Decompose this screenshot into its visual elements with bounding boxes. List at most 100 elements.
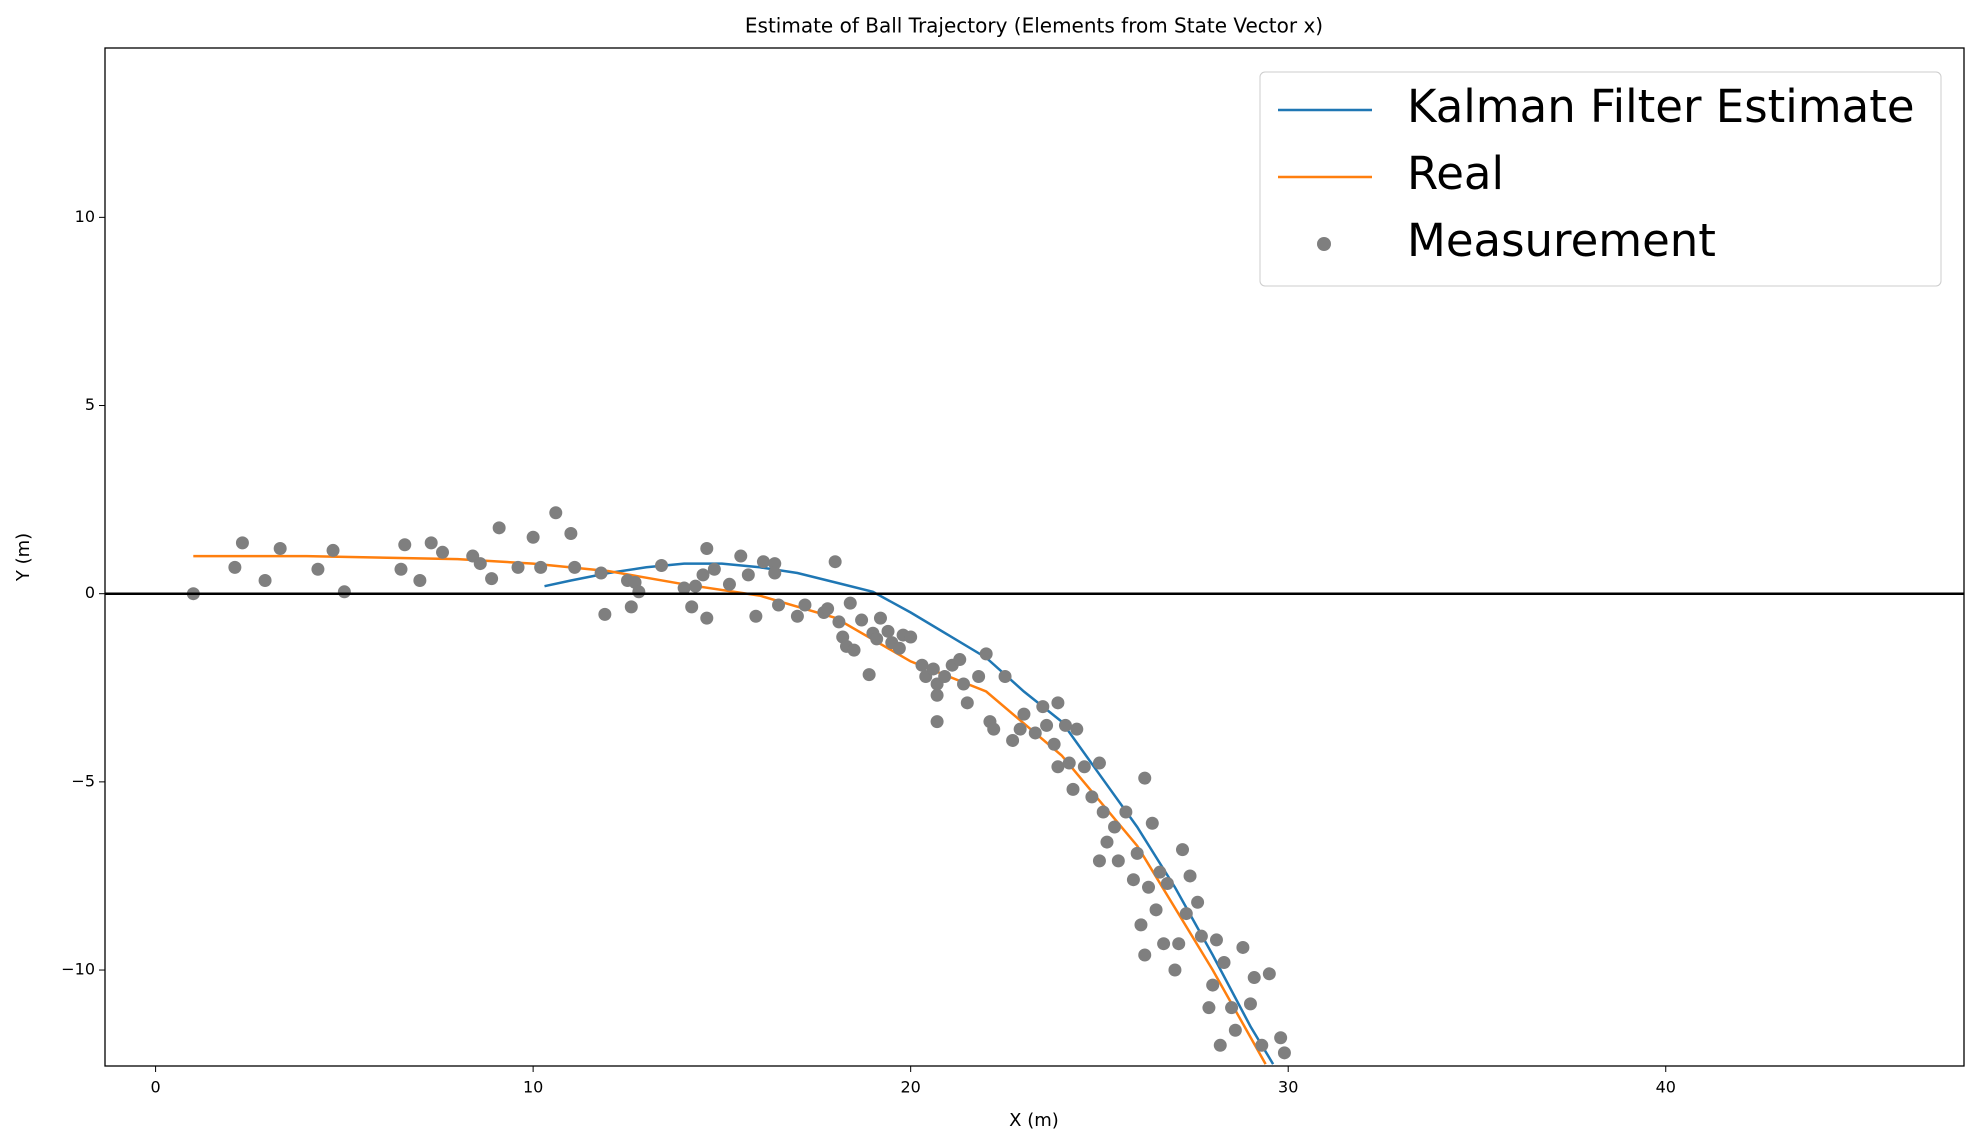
y-tick-label: 5 xyxy=(85,395,95,414)
measurement-point xyxy=(492,521,506,535)
legend-label: Kalman Filter Estimate xyxy=(1407,80,1915,133)
measurement-point xyxy=(688,579,702,593)
measurement-point xyxy=(1217,956,1231,970)
measurement-point xyxy=(1066,782,1080,796)
measurement-point xyxy=(632,585,646,599)
x-tick-label: 0 xyxy=(150,1078,160,1097)
measurement-point xyxy=(228,560,242,574)
measurement-point xyxy=(832,615,846,629)
measurement-point xyxy=(436,545,450,559)
measurement-point xyxy=(1077,760,1091,774)
measurement-point xyxy=(828,555,842,569)
measurement-point xyxy=(598,607,612,621)
y-axis-label: Y (m) xyxy=(13,533,34,582)
measurement-point xyxy=(938,669,952,683)
measurement-point xyxy=(1134,918,1148,932)
measurement-point xyxy=(1277,1046,1291,1060)
measurement-point xyxy=(1172,937,1186,951)
measurement-point xyxy=(1274,1031,1288,1045)
measurement-point xyxy=(1157,937,1171,951)
measurement-point xyxy=(790,609,804,623)
legend-marker xyxy=(1317,237,1331,251)
measurement-point xyxy=(1051,696,1065,710)
measurement-point xyxy=(930,688,944,702)
measurement-point xyxy=(1247,971,1261,985)
measurement-point xyxy=(413,574,427,588)
measurement-point xyxy=(1138,948,1152,962)
measurement-point xyxy=(526,530,540,544)
measurement-point xyxy=(273,542,287,556)
measurement-point xyxy=(700,542,714,556)
measurement-point xyxy=(749,609,763,623)
measurement-point xyxy=(926,662,940,676)
measurement-point xyxy=(756,555,770,569)
measurement-point xyxy=(1149,903,1163,917)
measurement-point xyxy=(677,581,691,595)
measurement-point xyxy=(972,669,986,683)
measurement-point xyxy=(1096,805,1110,819)
measurement-point xyxy=(1209,933,1223,947)
y-tick-label: −5 xyxy=(71,771,95,790)
measurement-point xyxy=(235,536,249,550)
measurement-point xyxy=(511,560,525,574)
measurement-point xyxy=(987,722,1001,736)
measurement-point xyxy=(1243,997,1257,1011)
measurement-point xyxy=(1160,876,1174,890)
measurement-point xyxy=(821,602,835,616)
measurement-point xyxy=(1028,726,1042,740)
measurement-point xyxy=(1255,1038,1269,1052)
measurement-point xyxy=(1111,854,1125,868)
measurement-point xyxy=(1228,1023,1242,1037)
measurement-point xyxy=(1100,835,1114,849)
measurement-point xyxy=(1179,907,1193,921)
measurement-point xyxy=(1036,700,1050,714)
measurement-point xyxy=(960,696,974,710)
x-tick-label: 30 xyxy=(1278,1078,1298,1097)
measurement-point xyxy=(1062,756,1076,770)
measurement-point xyxy=(957,677,971,691)
measurement-point xyxy=(798,598,812,612)
measurement-point xyxy=(1145,816,1159,830)
y-tick-label: −10 xyxy=(61,960,95,979)
measurement-point xyxy=(654,558,668,572)
measurement-point xyxy=(930,715,944,729)
plot-frame xyxy=(104,47,1965,1067)
measurement-point xyxy=(892,641,906,655)
measurement-point xyxy=(624,600,638,614)
measurement-point xyxy=(1194,929,1208,943)
measurement-point xyxy=(741,568,755,582)
measurement-point xyxy=(696,568,710,582)
measurement-point xyxy=(953,653,967,667)
measurement-point xyxy=(485,572,499,586)
measurement-point xyxy=(998,669,1012,683)
measurement-point xyxy=(768,557,782,571)
measurement-point xyxy=(904,630,918,644)
measurement-point xyxy=(1153,865,1167,879)
x-axis-label: X (m) xyxy=(1009,1110,1059,1131)
measurement-point xyxy=(1130,846,1144,860)
measurement-point xyxy=(1175,843,1189,857)
measurement-point xyxy=(979,647,993,661)
measurement-point xyxy=(311,562,325,576)
measurement-point xyxy=(564,526,578,540)
measurement-point xyxy=(685,600,699,614)
measurement-point xyxy=(568,560,582,574)
measurement-point xyxy=(1213,1038,1227,1052)
x-tick-label: 20 xyxy=(900,1078,920,1097)
measurement-point xyxy=(1126,873,1140,887)
legend-label: Measurement xyxy=(1407,214,1716,267)
measurement-point xyxy=(1108,820,1122,834)
measurement-point xyxy=(843,596,857,610)
measurement-point xyxy=(394,562,408,576)
measurement-point xyxy=(847,643,861,657)
measurement-point xyxy=(594,566,608,580)
measurement-point xyxy=(1236,940,1250,954)
measurement-point xyxy=(1138,771,1152,785)
measurement-point xyxy=(1092,854,1106,868)
chart-title: Estimate of Ball Trajectory (Elements fr… xyxy=(745,14,1323,38)
measurement-point xyxy=(258,574,272,588)
measurement-point xyxy=(1013,722,1027,736)
x-tick-label: 40 xyxy=(1656,1078,1676,1097)
measurement-point xyxy=(873,611,887,625)
